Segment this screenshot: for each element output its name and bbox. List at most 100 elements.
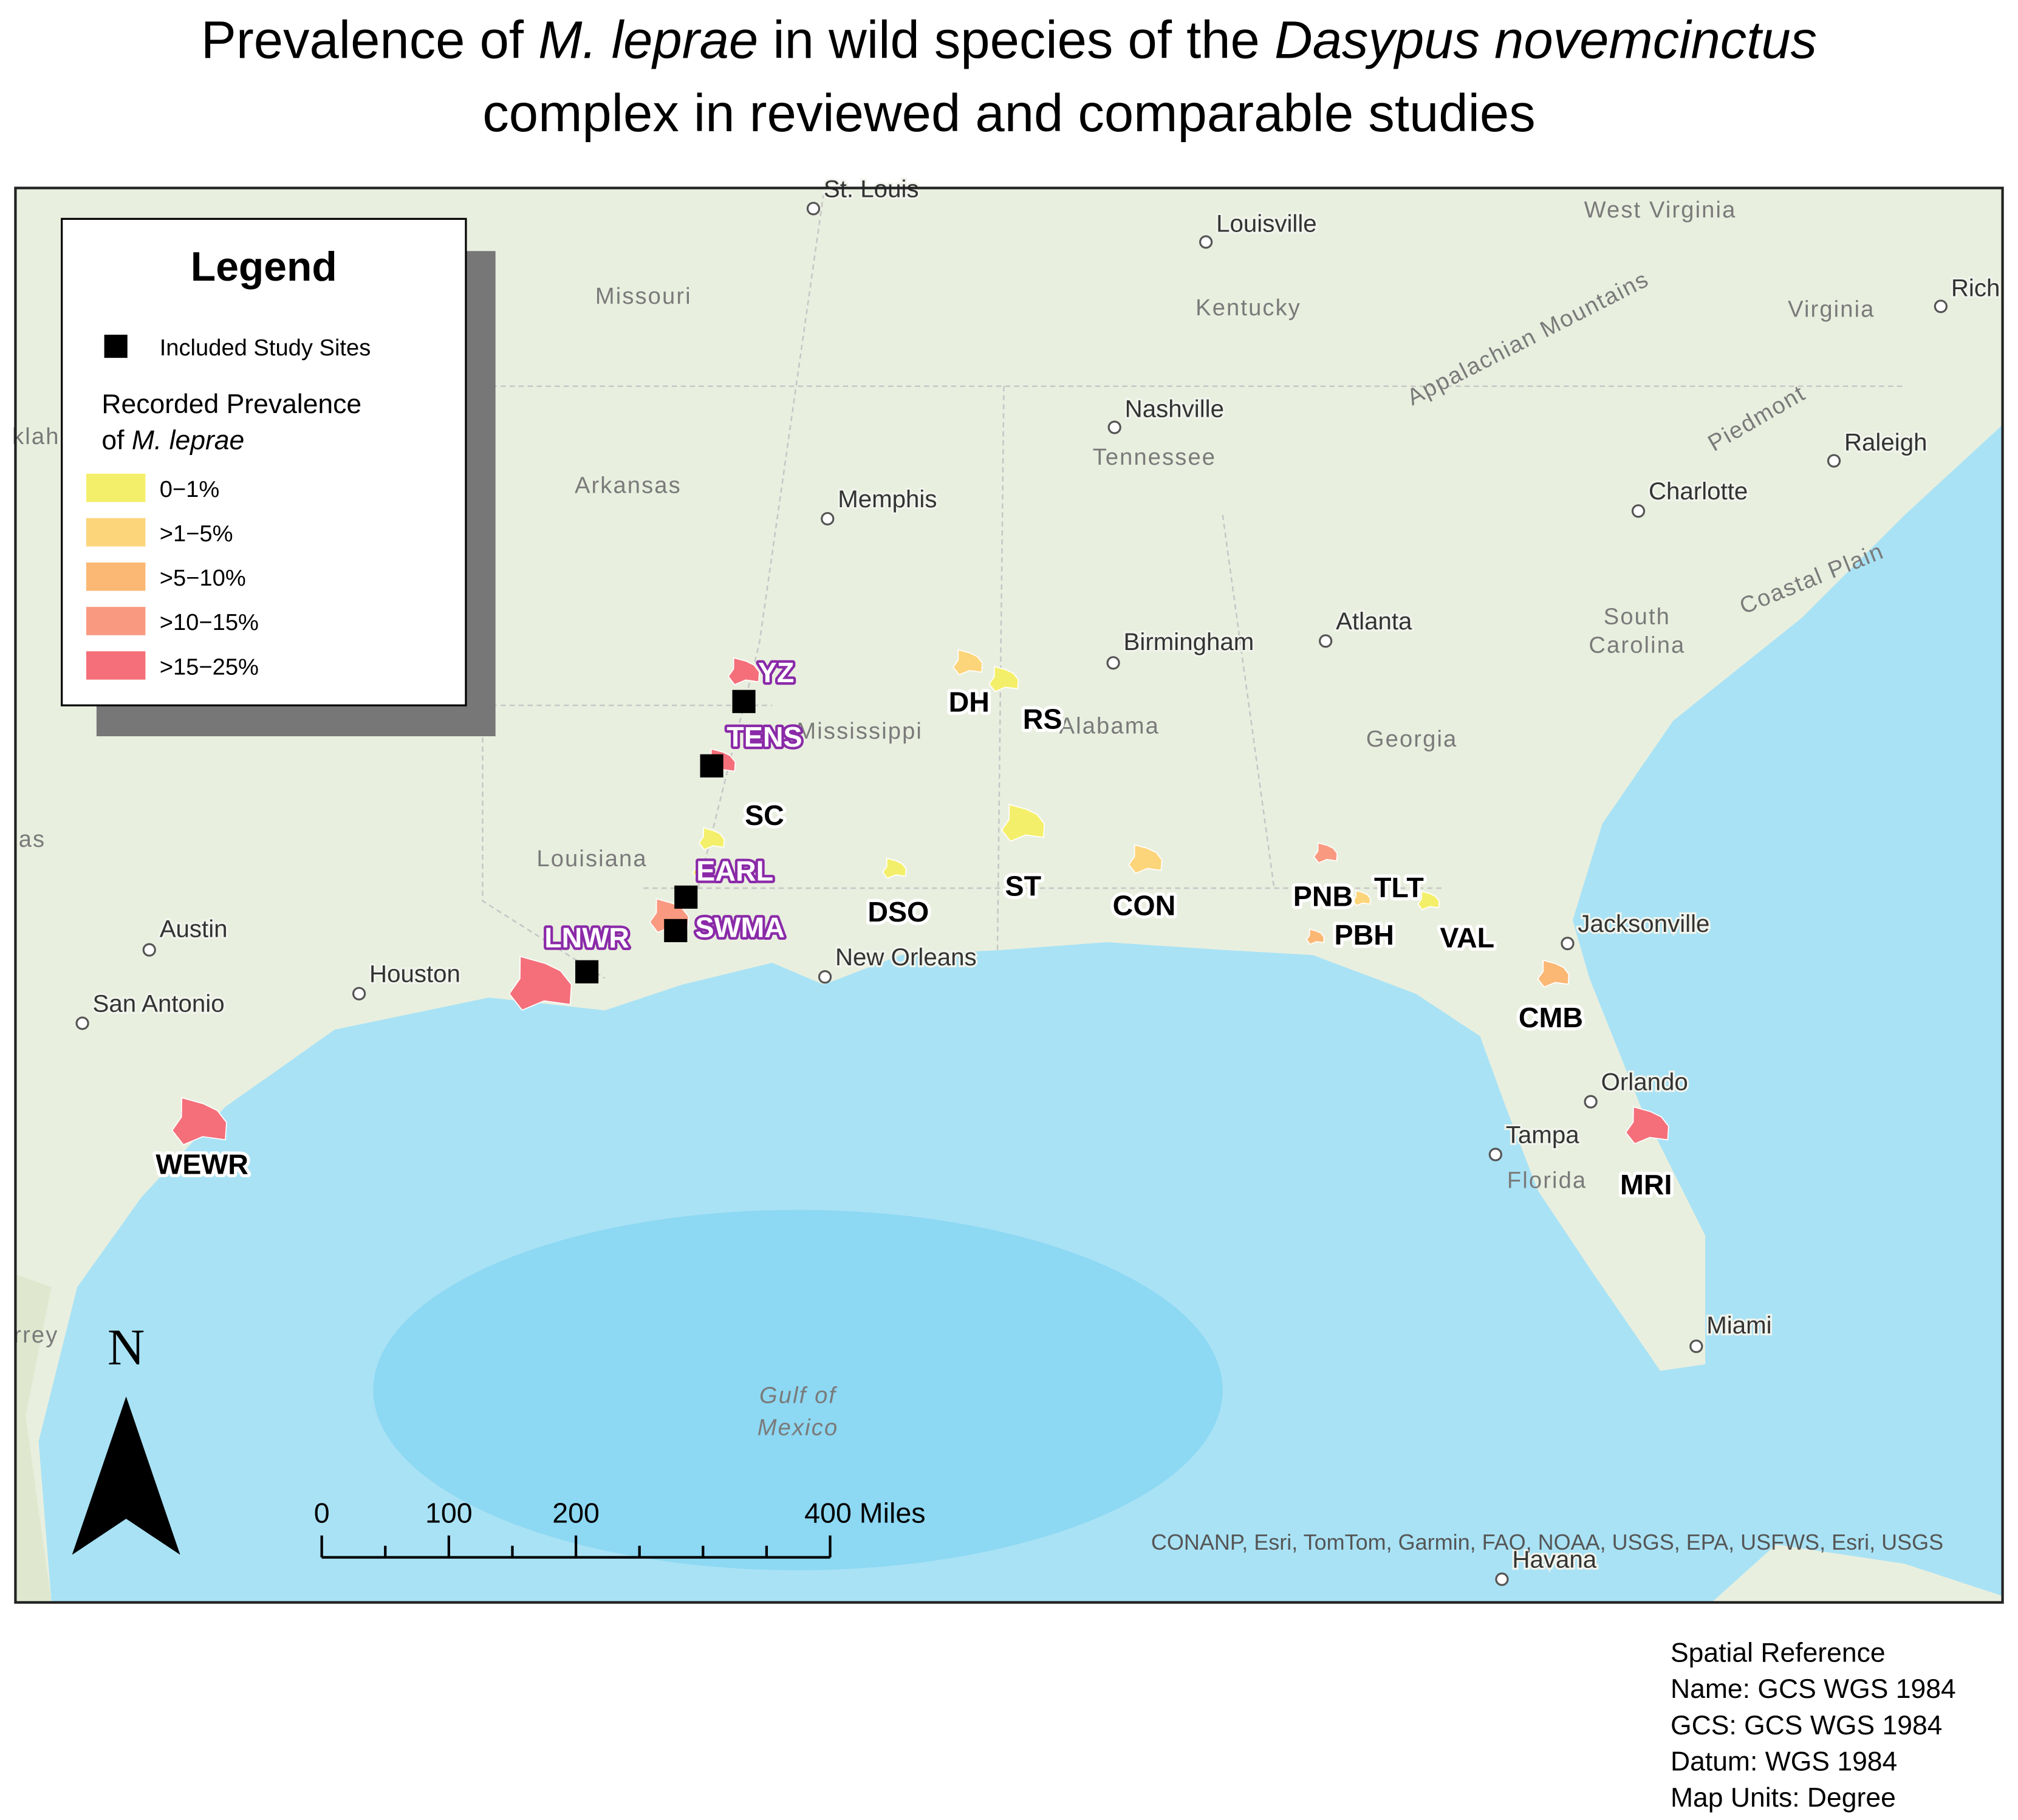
region-label: rrey (13, 1322, 58, 1348)
region-label: Mississippi (796, 718, 923, 744)
site-label: EARL (696, 855, 773, 886)
legend-swatch (86, 651, 146, 680)
city-label: Raleigh (1844, 429, 1927, 456)
site-area (988, 666, 1019, 693)
map (15, 188, 2003, 1603)
city-dot (352, 987, 366, 1001)
region-label: Mexico (758, 1414, 838, 1440)
title-part: Prevalence of (201, 10, 538, 69)
site-label: CON (1113, 889, 1176, 921)
site-label: LNWR (544, 922, 629, 953)
site-label: DH (949, 686, 990, 718)
scale-label: 100 (425, 1497, 473, 1528)
title-part: M. leprae (538, 10, 758, 69)
site-area (1352, 889, 1371, 906)
site-label: PNB (1293, 881, 1353, 912)
site-area (698, 827, 725, 850)
study-site-marker (664, 919, 688, 942)
region-label: South (1604, 604, 1671, 630)
city-label: Havana (1512, 1546, 1596, 1573)
spatial-reference-line: Datum: WGS 1984 (1671, 1747, 1897, 1777)
site-label: SWMA (695, 911, 785, 943)
legend-swatch (86, 518, 146, 547)
site-area (1313, 842, 1338, 864)
spatial-reference-line: Spatial Reference (1671, 1638, 1886, 1668)
site-label: TLT (1374, 872, 1424, 903)
region-label: Virginia (1788, 296, 1875, 322)
legend-heading-part: of (101, 426, 131, 456)
city-dot (1488, 1148, 1502, 1161)
site-label: VAL (1440, 922, 1494, 953)
city-label: Atlanta (1336, 607, 1412, 635)
city-label: Miami (1706, 1312, 1771, 1339)
site-area (1000, 804, 1045, 842)
city-dot (1934, 299, 1948, 313)
legend-label: >5−10% (160, 565, 246, 591)
city-label: Birmingham (1124, 628, 1254, 655)
city-label: Houston (369, 960, 460, 988)
city-dot (821, 511, 835, 526)
region-label: West Virginia (1584, 197, 1737, 223)
legend-heading-part: M. leprae (132, 426, 244, 456)
site-area (508, 956, 572, 1011)
site-area (1537, 959, 1570, 988)
title-part: in wild species of the (758, 10, 1274, 69)
site-label: ST (1005, 871, 1042, 902)
spatial-reference-line: Name: GCS WGS 1984 (1671, 1674, 1956, 1704)
included-swatch (104, 334, 128, 358)
city-dot (806, 202, 821, 216)
spatial-reference-line: GCS: GCS WGS 1984 (1671, 1711, 1942, 1740)
legend-swatch (86, 473, 146, 502)
city-dot (1689, 1339, 1703, 1353)
study-site-marker (732, 689, 756, 713)
site-area (1128, 844, 1163, 874)
city-dot (1319, 634, 1333, 648)
title-part: Dasypus novemcinctus (1274, 10, 1817, 69)
city-label: Austin (160, 915, 228, 942)
legend-label: >10−15% (160, 609, 259, 635)
scale-bar: 0 100 200 400 Miles (314, 1497, 926, 1559)
region-label: Arkansas (575, 473, 682, 499)
city-dot (1827, 454, 1841, 468)
site-area (1305, 928, 1325, 945)
study-site-marker (674, 885, 698, 909)
region-label: Carolina (1589, 632, 1685, 658)
legend-label: >15−25% (160, 654, 259, 680)
scale-label: 400 Miles (804, 1497, 925, 1528)
legend-heading: of M. leprae (101, 426, 244, 456)
region-label: Florida (1507, 1168, 1587, 1194)
city-dot (1584, 1095, 1598, 1109)
site-area (1625, 1106, 1669, 1144)
study-site-marker (575, 960, 599, 984)
spatial-reference-line: Map Units: Degree (1671, 1783, 1896, 1813)
north-label: N (108, 1319, 145, 1376)
region-label: Alabama (1059, 713, 1160, 739)
city-dot (142, 943, 156, 957)
site-area (692, 861, 711, 878)
region-label: Louisiana (536, 846, 647, 872)
city-label: Jacksonville (1578, 910, 1709, 937)
city-dot (75, 1016, 89, 1030)
north-arrow: N (72, 1319, 180, 1555)
site-label: TENS (727, 721, 802, 753)
site-label: DSO (867, 896, 929, 928)
legend-label: >1−5% (160, 521, 233, 547)
city-label: New Orleans (835, 943, 977, 971)
title-line-1: Prevalence of M. leprae in wild species … (201, 10, 1817, 69)
legend-swatch (86, 607, 146, 635)
site-area (727, 657, 760, 686)
region-label: Georgia (1366, 726, 1457, 752)
city-dot (1631, 504, 1646, 518)
site-label: RS (1023, 703, 1062, 734)
city-label: Rich (1951, 274, 2000, 301)
city-label: Orlando (1601, 1069, 1688, 1096)
city-label: Nashville (1125, 395, 1224, 423)
site-area (952, 649, 983, 676)
site-area (171, 1096, 227, 1146)
region-label: Kentucky (1195, 295, 1301, 321)
region-label: as (19, 826, 46, 852)
site-label: CMB (1519, 1002, 1583, 1033)
legend-title: Legend (191, 244, 337, 290)
attribution: CONANP, Esri, TomTom, Garmin, FAO, NOAA,… (1151, 1530, 1943, 1555)
